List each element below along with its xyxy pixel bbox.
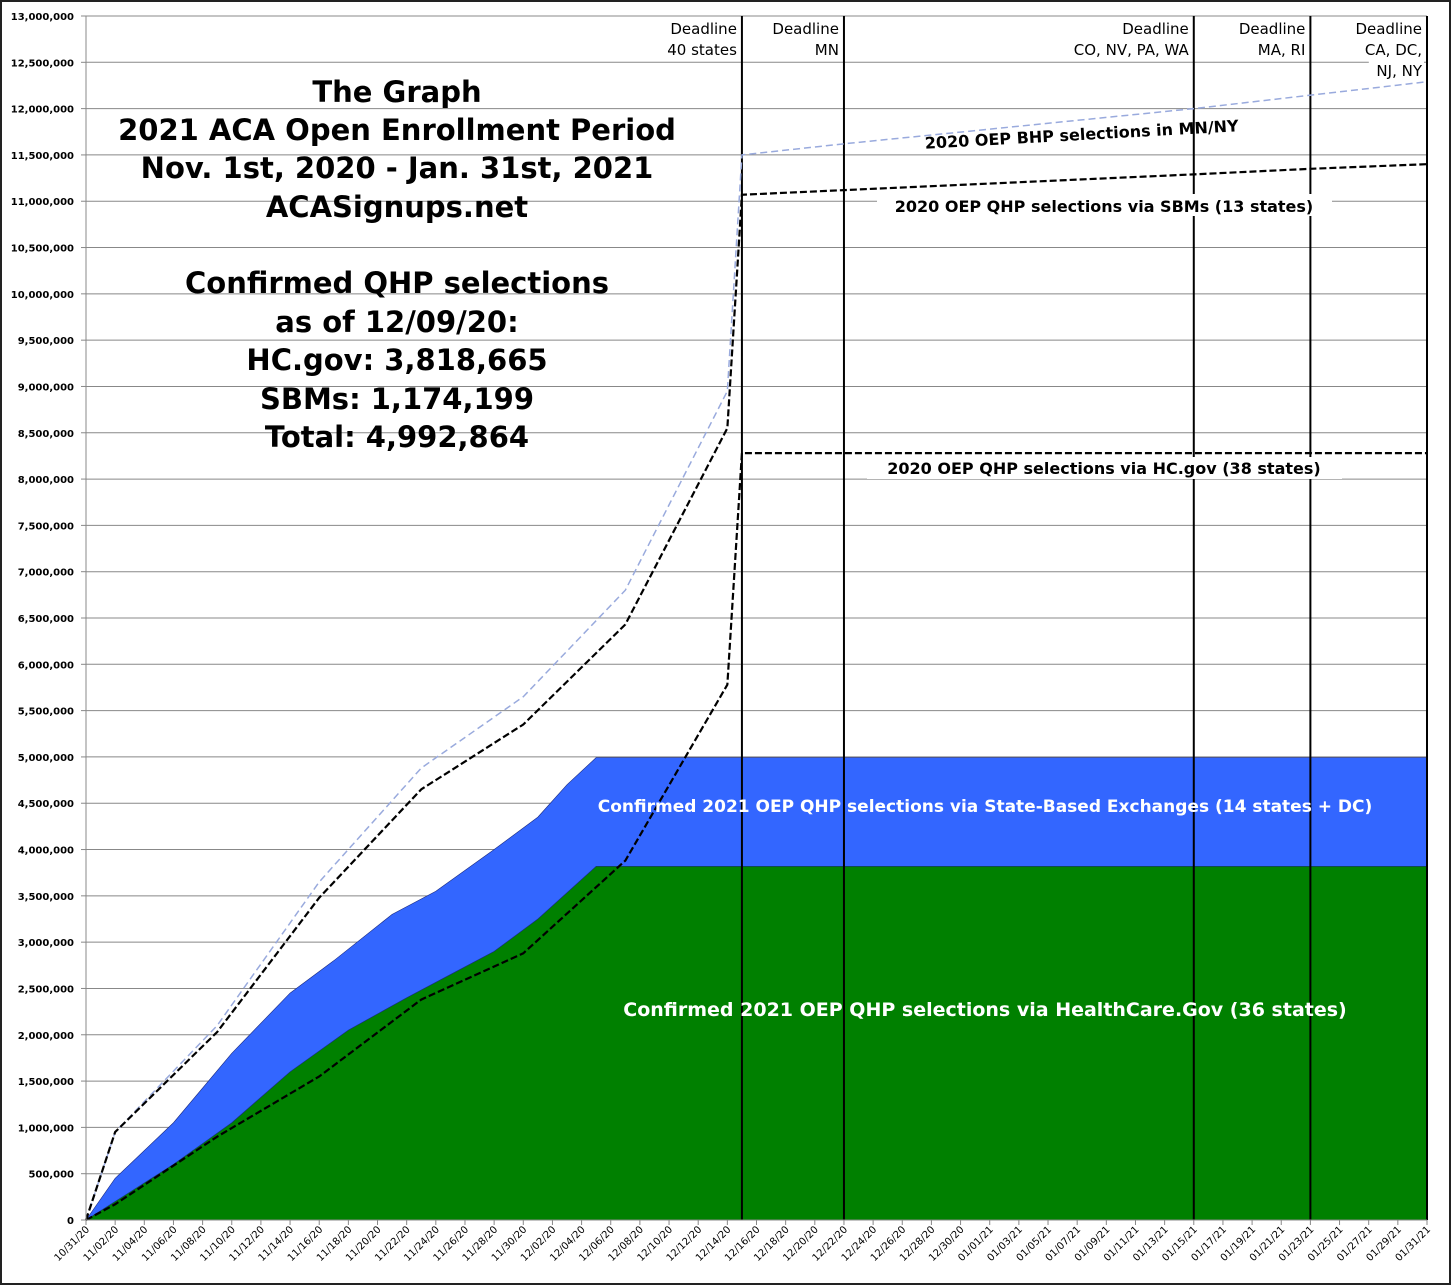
deadline-label-bg [1360,40,1424,59]
summary-line: HC.gov: 3,818,665 [246,343,547,377]
hcgov-line-label-bg [867,457,1342,479]
annotations: The Graph 2021 ACA Open Enrollment Perio… [118,75,1372,1021]
deadline-label: Deadline [670,20,737,38]
deadline-label-bg [1069,40,1191,59]
title-line: The Graph [312,75,481,109]
deadline-label-bg [1252,40,1308,59]
deadline-label-bg [659,40,739,59]
y-tick-label: 12,000,000 [11,105,74,116]
deadline-label: Deadline [1239,20,1306,38]
deadline-label: CA, DC, [1365,41,1422,59]
summary-line: Confirmed QHP selections [185,266,609,300]
y-tick-label: 7,000,000 [18,568,74,579]
y-tick-label: 1,000,000 [18,1123,74,1134]
line-series-0 [85,81,1428,1221]
line-series [84,81,1428,1221]
y-tick-label: 5,500,000 [18,707,74,718]
y-tick-label: 7,500,000 [18,521,74,532]
hcgov-area-label: Confirmed 2021 OEP QHP selections via He… [623,999,1346,1021]
summary-block: Confirmed QHP selections as of 12/09/20:… [185,266,609,454]
y-tick-label: 10,000,000 [11,290,74,301]
y-tick-label: 11,000,000 [11,197,74,208]
title-line: Nov. 1st, 2020 - Jan. 31st, 2021 [141,151,654,185]
y-tick-label: 3,500,000 [18,892,74,903]
sbm-line-label: 2020 OEP QHP selections via SBMs (13 sta… [895,197,1314,216]
deadline-label: MA, RI [1258,41,1306,59]
y-tick-label: 4,000,000 [18,846,74,857]
line-series-1 [84,163,1428,1221]
area-hcgov [84,866,1428,1221]
area-series [84,757,1428,1221]
summary-line: SBMs: 1,174,199 [260,382,534,416]
deadline-label: Deadline [1122,20,1189,38]
y-tick-label: 3,000,000 [18,938,74,949]
bhp-line-label: 2020 OEP BHP selections in MN/NY [924,116,1239,153]
deadline-label: 40 states [667,41,737,59]
y-tick-label: 13,000,000 [11,12,74,23]
y-tick-label: 9,000,000 [18,382,74,393]
title-line: ACASignups.net [266,190,528,224]
y-tick-label: 6,500,000 [18,614,74,625]
deadline-label: NJ, NY [1376,62,1422,80]
deadline-label-bg [1119,19,1191,38]
y-tick-label: 4,500,000 [18,799,74,810]
hcgov-line-label: 2020 OEP QHP selections via HC.gov (38 s… [887,459,1320,478]
y-tick-label: 6,000,000 [18,660,74,671]
y-tick-label: 8,500,000 [18,429,74,440]
chart-title: The Graph 2021 ACA Open Enrollment Perio… [118,75,676,224]
y-tick-label: 10,500,000 [11,244,74,255]
y-tick-label: 12,500,000 [11,58,74,69]
summary-line: Total: 4,992,864 [265,420,529,454]
deadline-label: Deadline [772,20,839,38]
title-line: 2021 ACA Open Enrollment Period [118,113,676,147]
y-tick-label: 11,500,000 [11,151,74,162]
y-tick-label: 2,000,000 [18,1031,74,1042]
y-tick-label: 9,500,000 [18,336,74,347]
deadline-label-bg [818,40,841,59]
y-tick-label: 500,000 [28,1170,74,1181]
deadline-label-bg [1352,19,1424,38]
y-tick-label: 5,000,000 [18,753,74,764]
deadline-label-bg [1235,19,1308,38]
y-tick-label: 2,500,000 [18,984,74,995]
summary-line: as of 12/09/20: [275,305,518,339]
y-tick-label: 1,500,000 [18,1077,74,1088]
y-tick-label: 0 [67,1216,74,1227]
sbm-line-label-bg [877,194,1332,216]
deadline-markers: Deadline 40 states Deadline MN Deadline CO, N… [659,16,1428,1220]
deadline-label-bg [667,19,739,38]
deadline-label: CO, NV, PA, WA [1074,41,1190,59]
y-tick-label: 8,000,000 [18,475,74,486]
deadline-label: MN [815,41,839,59]
deadline-label: Deadline [1355,20,1422,38]
deadline-label-bg [769,19,841,38]
sbm-area-label: Confirmed 2021 OEP QHP selections via St… [598,797,1373,817]
deadline-label-bg [1368,61,1424,80]
line-series-2 [85,452,1427,1221]
